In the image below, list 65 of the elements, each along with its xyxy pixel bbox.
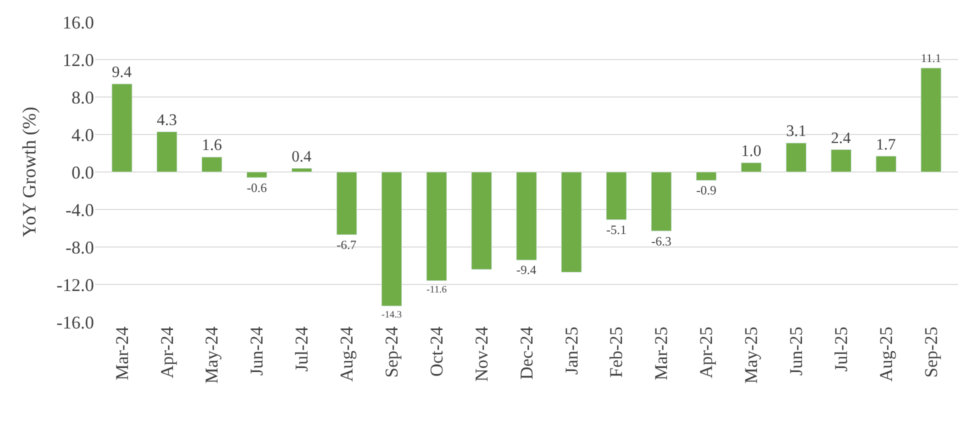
bar	[112, 84, 132, 172]
data-label: 1.0	[741, 142, 762, 160]
x-tick-label: Aug-24	[336, 326, 357, 382]
bar	[291, 168, 312, 172]
bar	[381, 172, 402, 306]
data-label: -0.9	[696, 184, 716, 198]
data-label: 2.4	[831, 130, 851, 147]
y-tick-label: 12.0	[62, 50, 94, 70]
x-tick-label: Mar-25	[651, 326, 672, 380]
data-label: 3.1	[786, 123, 806, 140]
x-tick-label: Feb-25	[606, 326, 626, 378]
bar	[696, 172, 717, 181]
data-label: 9.4	[112, 64, 132, 82]
data-label: -9.4	[516, 263, 537, 278]
bar	[830, 149, 852, 172]
bar	[156, 131, 178, 172]
y-tick-label: 8.0	[72, 87, 94, 108]
x-tick-label: Dec-24	[516, 326, 536, 380]
bar	[606, 172, 627, 220]
data-label: -6.3	[651, 234, 672, 248]
bar	[471, 172, 492, 270]
y-tick-label: -4.0	[66, 200, 94, 220]
data-label: 4.3	[156, 112, 178, 129]
data-label: 0.4	[292, 148, 312, 166]
x-tick-label: Jun-25	[786, 326, 806, 376]
data-label: -0.6	[246, 180, 267, 195]
x-tick-label: Jul-25	[830, 326, 851, 372]
x-tick-label: Sep-24	[382, 326, 402, 378]
bar	[920, 68, 942, 172]
y-axis-title: YoY Growth (%)	[19, 106, 40, 238]
x-tick-label: Aug-25	[876, 326, 896, 382]
data-label: -11.6	[426, 284, 447, 296]
bar	[561, 172, 582, 273]
data-label: -5.1	[606, 223, 627, 238]
x-tick-label: Nov-24	[471, 326, 492, 382]
y-tick-label: 4.0	[72, 124, 94, 145]
x-tick-label: Oct-24	[426, 326, 446, 377]
x-tick-label: May-24	[202, 326, 222, 384]
x-tick-label: Sep-25	[920, 326, 941, 378]
bar	[426, 172, 447, 281]
bar	[650, 172, 672, 232]
bar	[202, 156, 222, 172]
data-label: -14.3	[382, 310, 402, 321]
bar	[740, 162, 762, 172]
y-tick-label: -16.0	[56, 312, 94, 332]
x-tick-label: Jan-25	[561, 326, 582, 375]
x-tick-label: Jul-24	[292, 326, 312, 372]
y-tick-label: 0.0	[72, 162, 94, 182]
x-tick-label: May-25	[741, 326, 762, 384]
data-label: -6.7	[336, 238, 356, 252]
bar	[246, 172, 268, 178]
data-label: 1.7	[876, 136, 896, 154]
y-tick-label: -12.0	[56, 274, 94, 295]
data-label: 11.1	[920, 51, 942, 66]
x-tick-label: Apr-24	[156, 326, 177, 378]
x-tick-label: Jun-24	[246, 326, 267, 376]
bar	[336, 172, 358, 236]
data-label: 1.6	[202, 137, 222, 154]
bar	[516, 172, 537, 260]
y-tick-label: -8.0	[66, 237, 94, 258]
y-tick-label: 16.0	[62, 12, 94, 32]
bar	[876, 156, 896, 172]
x-tick-label: Mar-24	[112, 326, 132, 380]
x-tick-label: Apr-25	[696, 326, 716, 378]
bar	[786, 142, 807, 172]
